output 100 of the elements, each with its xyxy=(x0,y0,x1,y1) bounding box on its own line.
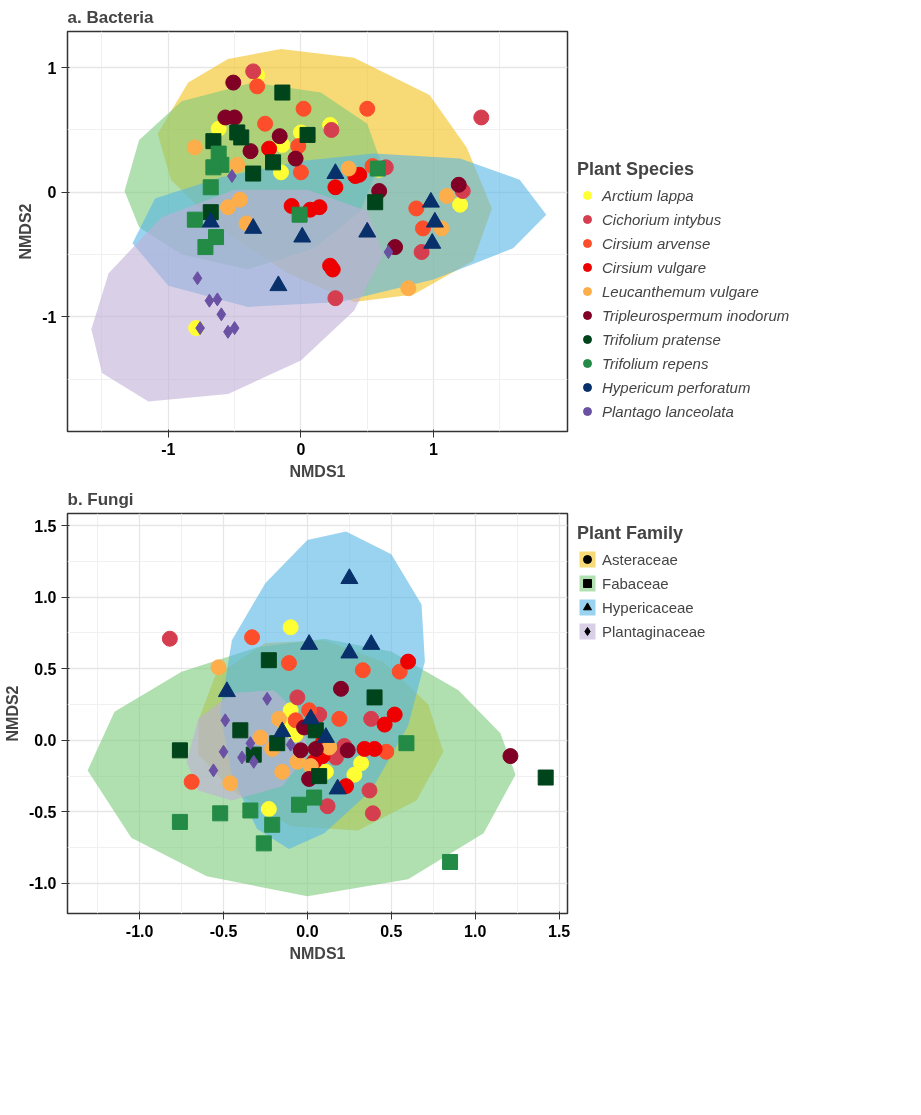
legend-label: Hypericum perforatum xyxy=(602,378,751,396)
point xyxy=(502,748,519,765)
point xyxy=(289,689,306,706)
point xyxy=(537,769,554,786)
point xyxy=(346,766,363,783)
point xyxy=(161,630,178,647)
point xyxy=(244,629,261,646)
point xyxy=(408,200,425,217)
y-axis-title: NMDS2 xyxy=(3,685,21,742)
x-tick-label: -1.0 xyxy=(125,922,154,940)
point xyxy=(229,321,240,336)
point xyxy=(210,659,227,676)
legend-label: Trifolium pratense xyxy=(602,330,721,348)
point xyxy=(186,211,203,228)
point xyxy=(274,763,291,780)
point xyxy=(222,775,239,792)
y-tick-label: -0.5 xyxy=(28,803,57,821)
point xyxy=(245,165,262,182)
point xyxy=(245,736,256,751)
point xyxy=(400,280,417,297)
point xyxy=(413,244,430,261)
point xyxy=(376,716,393,733)
legend-label: Asteraceae xyxy=(602,550,678,568)
point xyxy=(383,245,394,260)
point xyxy=(218,744,229,759)
x-tick-label: 0.0 xyxy=(296,922,319,940)
point xyxy=(261,140,278,157)
y-axis-title: NMDS2 xyxy=(17,203,35,260)
y-tick-label: 0.5 xyxy=(34,660,57,678)
point xyxy=(212,805,229,822)
chart-title: a. Bacteria xyxy=(67,7,155,27)
point xyxy=(220,713,231,728)
point xyxy=(171,742,188,759)
point xyxy=(274,84,291,101)
point xyxy=(186,139,203,156)
point xyxy=(171,813,188,830)
x-axis-title: NMDS1 xyxy=(289,462,346,480)
legend-label: Cirsium vulgare xyxy=(602,258,707,276)
point xyxy=(269,735,286,752)
point xyxy=(327,290,344,307)
point xyxy=(354,662,371,679)
point xyxy=(364,805,381,822)
point xyxy=(271,128,288,145)
point xyxy=(398,735,415,752)
point xyxy=(257,115,274,132)
point xyxy=(323,121,340,138)
point xyxy=(260,652,277,669)
legend-label: Plantaginaceae xyxy=(602,622,706,640)
point xyxy=(450,176,467,193)
point xyxy=(331,710,348,727)
point xyxy=(242,802,259,819)
point xyxy=(414,220,431,237)
y-tick-label: 1.0 xyxy=(34,589,57,607)
legend-title: Plant Species xyxy=(577,159,696,180)
point xyxy=(452,196,469,213)
y-tick-label: 0 xyxy=(47,184,57,202)
x-tick-label: 1.0 xyxy=(464,922,487,940)
point xyxy=(291,206,308,223)
point xyxy=(260,801,277,818)
point xyxy=(270,710,287,727)
point xyxy=(205,159,222,176)
point xyxy=(183,773,200,790)
point xyxy=(361,782,378,799)
point xyxy=(340,160,357,177)
x-tick-label: 0 xyxy=(296,440,306,458)
legend-label: Cirsium arvense xyxy=(602,234,711,252)
x-axis-title: NMDS1 xyxy=(289,944,346,962)
point xyxy=(233,129,250,146)
point xyxy=(438,188,455,204)
point xyxy=(339,742,356,759)
point xyxy=(299,126,316,143)
point xyxy=(311,199,328,216)
point xyxy=(367,194,384,211)
y-tick-label: 1 xyxy=(47,59,57,77)
point xyxy=(245,63,262,80)
point xyxy=(231,191,248,208)
point xyxy=(280,655,297,672)
point xyxy=(324,261,341,278)
point xyxy=(282,619,299,636)
x-tick-label: -1 xyxy=(161,440,176,458)
point xyxy=(285,737,296,752)
y-tick-label: 1.5 xyxy=(34,517,57,535)
legend-label: Tripleurospermum inodorum xyxy=(602,306,790,324)
chart-title: b. Fungi xyxy=(67,489,134,509)
point xyxy=(208,763,219,778)
point xyxy=(353,755,370,772)
point xyxy=(386,706,403,723)
point xyxy=(249,78,266,95)
point xyxy=(265,154,282,171)
legend-label: Plantago lanceolata xyxy=(602,402,734,420)
legend-label: Trifolium repens xyxy=(602,354,709,372)
point xyxy=(264,816,281,833)
legend-title: Plant Family xyxy=(577,523,685,544)
point xyxy=(311,768,328,785)
point xyxy=(442,853,459,870)
legend-label: Cichorium intybus xyxy=(602,210,722,228)
point xyxy=(229,156,246,173)
point xyxy=(400,653,417,670)
point xyxy=(359,100,376,117)
point xyxy=(204,293,215,308)
